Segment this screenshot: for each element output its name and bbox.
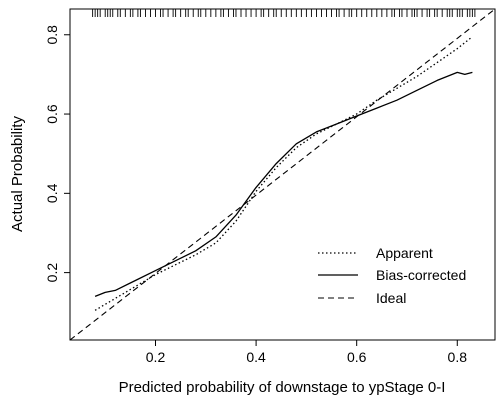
x-tick-label: 0.4	[246, 349, 266, 365]
bias-corrected-line	[94, 71, 473, 298]
y-tick-label: 0.2	[44, 263, 60, 283]
y-tick-label: 0.8	[44, 25, 60, 45]
x-axis: 0.2 0.4 0.6 0.8	[146, 340, 467, 365]
legend-label-ideal: Ideal	[376, 290, 406, 306]
y-tick-label: 0.4	[44, 183, 60, 203]
x-tick-label: 0.2	[146, 349, 166, 365]
x-axis-label: Predicted probability of downstage to yp…	[119, 379, 446, 396]
series-lines	[69, 8, 496, 341]
y-axis-label: Actual Probability	[9, 116, 26, 232]
y-axis: 0.2 0.4 0.6 0.8	[44, 25, 70, 283]
y-tick-label: 0.6	[44, 104, 60, 124]
ideal-line	[69, 8, 496, 341]
apparent-line	[94, 36, 473, 311]
x-tick-label: 0.6	[347, 349, 367, 365]
x-tick-label: 0.8	[448, 349, 468, 365]
legend-label-bias-corrected: Bias-corrected	[376, 267, 466, 283]
plot-frame	[69, 8, 496, 341]
legend-label-apparent: Apparent	[376, 245, 433, 261]
rug-marks	[92, 9, 476, 17]
legend: Apparent Bias-corrected Ideal	[318, 245, 466, 306]
